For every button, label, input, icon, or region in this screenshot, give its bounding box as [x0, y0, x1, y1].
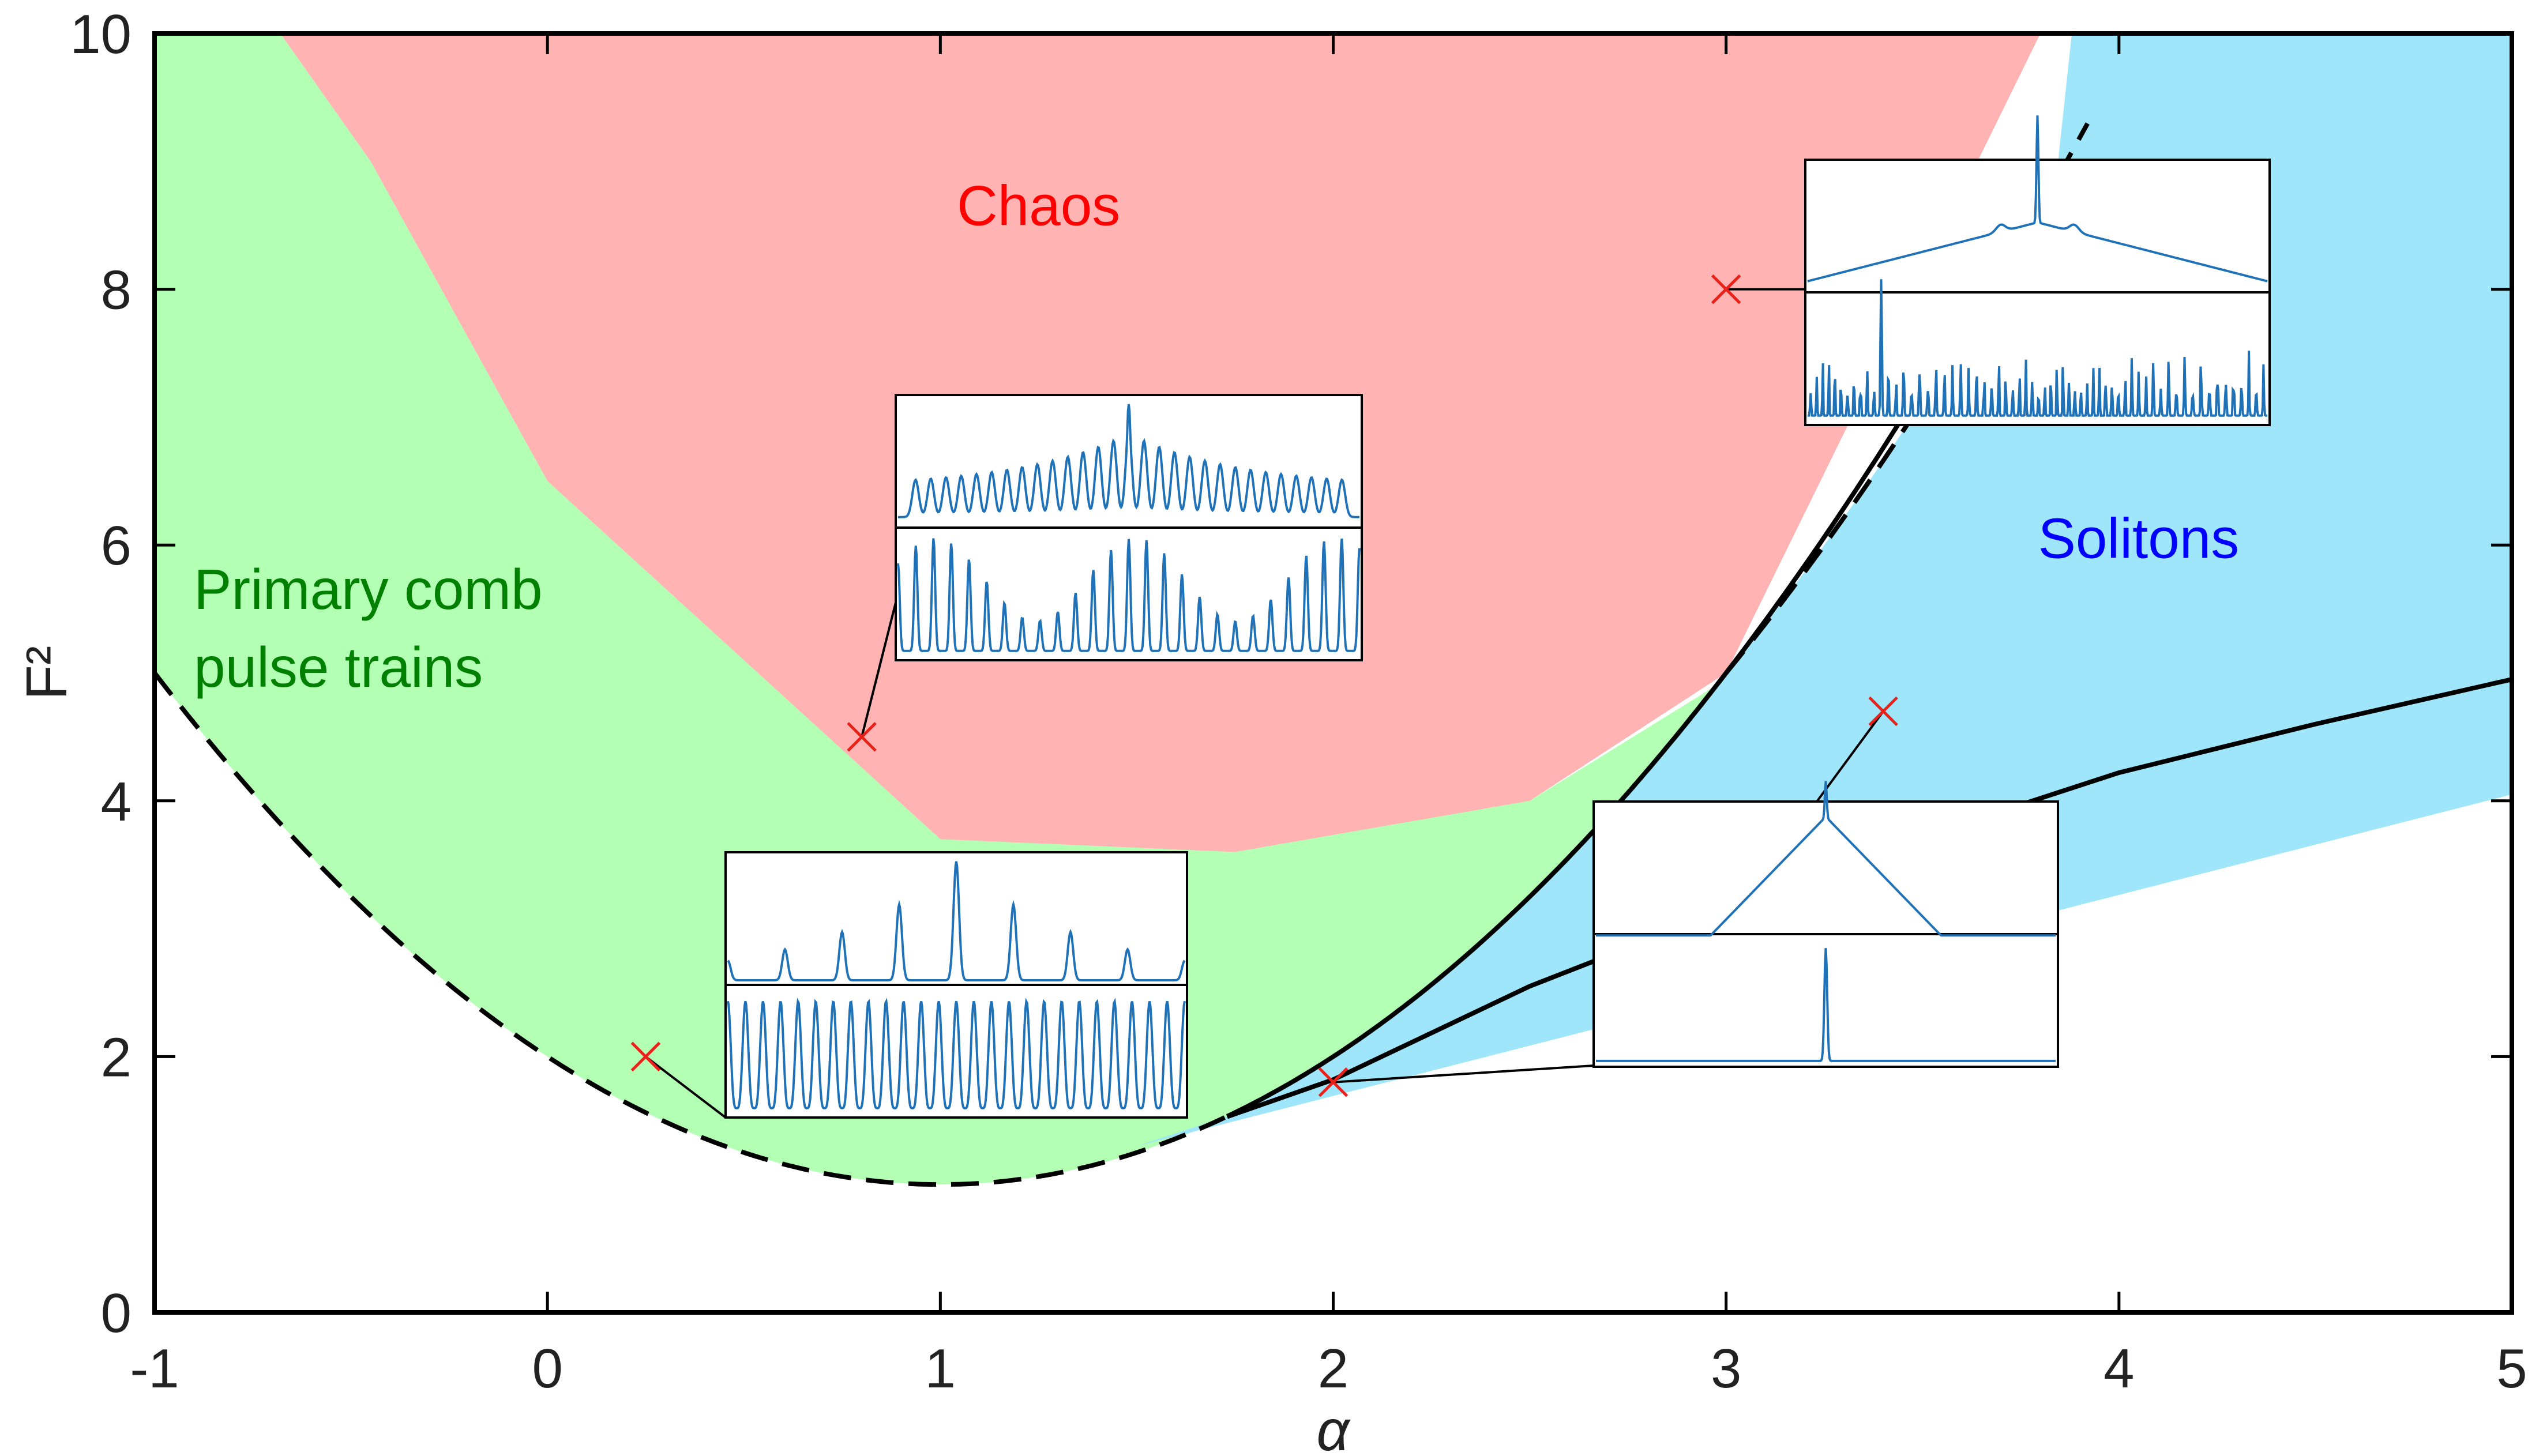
leader-soliton-2: [1816, 710, 1884, 803]
x-tick-label: 2: [1318, 1338, 1348, 1399]
y-tick-label: 4: [101, 771, 132, 833]
marker-chaos: [1711, 274, 1741, 304]
leader-soliton: [1333, 1064, 1594, 1083]
x-axis-title: α: [1316, 1398, 1351, 1453]
inset-breather-field: [897, 538, 1361, 652]
region-label-primary-comb: Primary comb: [194, 558, 542, 621]
inset-breather-spectrum: [898, 404, 1359, 518]
y-tick-label: 6: [101, 515, 132, 577]
y-tick-label: 8: [101, 259, 132, 321]
x-tick-label: 3: [1711, 1338, 1741, 1399]
region-label-primary-comb: pulse trains: [194, 635, 483, 699]
x-tick-label: 1: [925, 1338, 956, 1399]
inset-primary-field: [727, 998, 1186, 1109]
inset-primary: [724, 851, 1188, 1119]
insets-layer: [724, 115, 2271, 1119]
y-tick-label: 2: [101, 1026, 132, 1088]
leader-breather: [861, 602, 897, 738]
y-tick-label: 0: [101, 1282, 132, 1344]
inset-chaos-field: [1808, 279, 2267, 417]
marker-stroke: [847, 722, 877, 752]
marker-breather: [847, 722, 877, 752]
inset-chaos: [1804, 115, 2271, 426]
leader-lines-layer: [645, 288, 1884, 1119]
marker-soliton-2: [1868, 696, 1898, 727]
marker-primary: [630, 1041, 661, 1072]
marker-stroke: [1318, 1067, 1348, 1097]
marker-stroke: [1711, 274, 1741, 304]
inset-primary-spectrum: [727, 861, 1186, 981]
inset-breather: [895, 394, 1363, 661]
x-tick-label: 4: [2103, 1338, 2134, 1399]
leader-primary: [645, 1055, 727, 1119]
y-tick-label: 10: [70, 3, 132, 65]
dashed-lower-curve: [155, 671, 1229, 1187]
inset-soliton-spectrum: [1596, 781, 2056, 937]
inset-soliton-field: [1596, 948, 2056, 1062]
x-tick-label: 0: [532, 1338, 562, 1399]
x-tick-label: -1: [130, 1338, 179, 1399]
y-axis-title: F²: [14, 646, 79, 700]
inset-chaos-spectrum: [1807, 115, 2268, 283]
region-label-solitons: Solitons: [2038, 506, 2240, 570]
marker-stroke: [1868, 696, 1898, 727]
x-tick-label: 5: [2496, 1338, 2527, 1399]
region-primary-comb: [155, 33, 1726, 1185]
markers-layer: [630, 274, 1898, 1097]
marker-soliton: [1318, 1067, 1348, 1097]
inset-soliton: [1592, 781, 2059, 1068]
region-label-chaos: Chaos: [957, 174, 1120, 238]
marker-stroke: [630, 1041, 661, 1072]
region-labels-layer: Chaos Primary comb pulse trains Solitons: [194, 174, 2239, 699]
